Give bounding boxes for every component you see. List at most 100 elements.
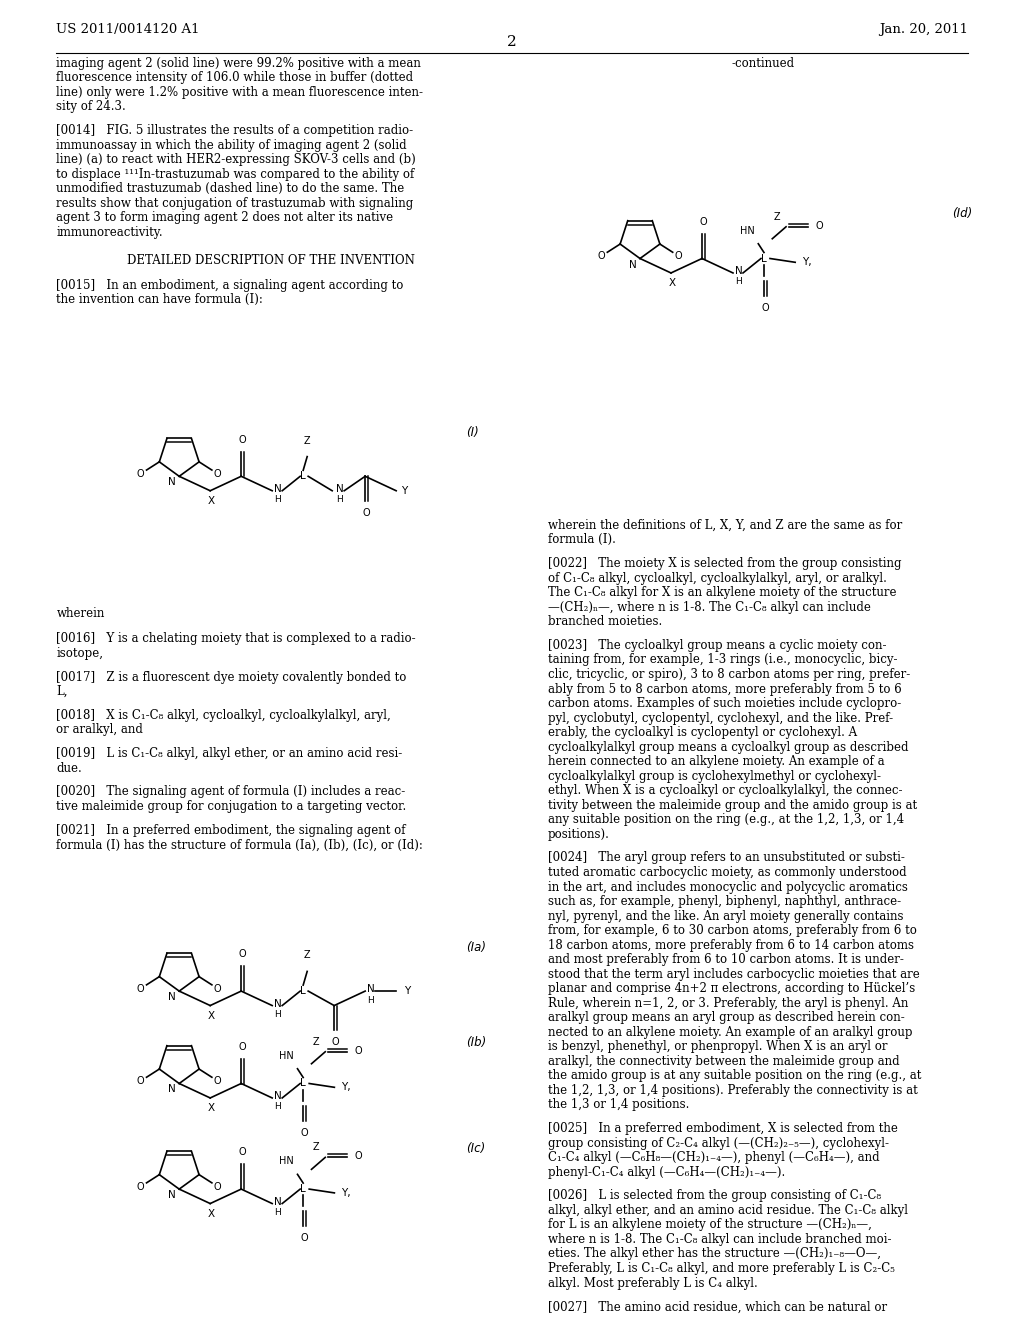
Text: X: X [208,1104,215,1113]
Text: O: O [214,1076,221,1086]
Text: isotope,: isotope, [56,647,103,660]
Text: or aralkyl, and: or aralkyl, and [56,723,143,737]
Text: O: O [815,220,822,231]
Text: HN: HN [279,1156,294,1167]
Text: [0026]   L is selected from the group consisting of C₁-C₈: [0026] L is selected from the group cons… [548,1189,881,1203]
Text: O: O [332,1038,339,1047]
Text: DETAILED DESCRIPTION OF THE INVENTION: DETAILED DESCRIPTION OF THE INVENTION [127,253,416,267]
Text: H: H [274,1010,281,1019]
Text: US 2011/0014120 A1: US 2011/0014120 A1 [56,22,200,36]
Text: fluorescence intensity of 106.0 while those in buffer (dotted: fluorescence intensity of 106.0 while th… [56,71,414,84]
Text: H: H [735,277,741,286]
Text: branched moieties.: branched moieties. [548,615,663,628]
Text: Z: Z [774,211,780,222]
Text: alkyl. Most preferably L is C₄ alkyl.: alkyl. Most preferably L is C₄ alkyl. [548,1276,758,1290]
Text: The C₁-C₈ alkyl for X is an alkylene moiety of the structure: The C₁-C₈ alkyl for X is an alkylene moi… [548,586,896,599]
Text: Z: Z [304,436,310,446]
Text: 18 carbon atoms, more preferably from 6 to 14 carbon atoms: 18 carbon atoms, more preferably from 6 … [548,939,913,952]
Text: Z: Z [304,950,310,961]
Text: N: N [169,1191,176,1200]
Text: 2: 2 [507,36,517,49]
Text: N: N [368,985,375,994]
Text: (Ic): (Ic) [466,1142,485,1155]
Text: N: N [735,265,742,276]
Text: due.: due. [56,762,82,775]
Text: Y,: Y, [802,257,812,268]
Text: [0019]   L is C₁-C₈ alkyl, alkyl ether, or an amino acid resi-: [0019] L is C₁-C₈ alkyl, alkyl ether, or… [56,747,402,760]
Text: L: L [300,1078,306,1089]
Text: any suitable position on the ring (e.g., at the 1,2, 1,3, or 1,4: any suitable position on the ring (e.g.,… [548,813,904,826]
Text: [0018]   X is C₁-C₈ alkyl, cycloalkyl, cycloalkylalkyl, aryl,: [0018] X is C₁-C₈ alkyl, cycloalkyl, cyc… [56,709,391,722]
Text: stood that the term aryl includes carbocyclic moieties that are: stood that the term aryl includes carboc… [548,968,920,981]
Text: O: O [214,983,221,994]
Text: H: H [336,495,343,504]
Text: O: O [214,469,221,479]
Text: [0025]   In a preferred embodiment, X is selected from the: [0025] In a preferred embodiment, X is s… [548,1122,898,1135]
Text: N: N [169,1085,176,1094]
Text: eties. The alkyl ether has the structure —(CH₂)₁₋₈—O—,: eties. The alkyl ether has the structure… [548,1247,881,1261]
Text: pyl, cyclobutyl, cyclopentyl, cyclohexyl, and the like. Pref-: pyl, cyclobutyl, cyclopentyl, cyclohexyl… [548,711,893,725]
Text: C₁-C₄ alkyl (—C₆H₈—(CH₂)₁₋₄—), phenyl (—C₆H₄—), and: C₁-C₄ alkyl (—C₆H₈—(CH₂)₁₋₄—), phenyl (—… [548,1151,880,1164]
Text: line) only were 1.2% positive with a mean fluorescence inten-: line) only were 1.2% positive with a mea… [56,86,423,99]
Text: nected to an alkylene moiety. An example of an aralkyl group: nected to an alkylene moiety. An example… [548,1026,912,1039]
Text: Y,: Y, [341,1082,351,1093]
Text: in the art, and includes monocyclic and polycyclic aromatics: in the art, and includes monocyclic and … [548,880,907,894]
Text: the 1,2, 1,3, or 1,4 positions). Preferably the connectivity is at: the 1,2, 1,3, or 1,4 positions). Prefera… [548,1084,918,1097]
Text: erably, the cycloalkyl is cyclopentyl or cyclohexyl. A: erably, the cycloalkyl is cyclopentyl or… [548,726,857,739]
Text: ethyl. When X is a cycloalkyl or cycloalkylalkyl, the connec-: ethyl. When X is a cycloalkyl or cycloal… [548,784,902,797]
Text: wherein the definitions of L, X, Y, and Z are the same as for: wherein the definitions of L, X, Y, and … [548,519,902,532]
Text: Z: Z [313,1036,319,1047]
Text: is benzyl, phenethyl, or phenpropyl. When X is an aryl or: is benzyl, phenethyl, or phenpropyl. Whe… [548,1040,888,1053]
Text: [0015]   In an embodiment, a signaling agent according to: [0015] In an embodiment, a signaling age… [56,279,403,292]
Text: immunoassay in which the ability of imaging agent 2 (solid: immunoassay in which the ability of imag… [56,139,407,152]
Text: N: N [630,260,637,269]
Text: O: O [214,1181,221,1192]
Text: L,: L, [56,685,68,698]
Text: O: O [239,949,246,960]
Text: wherein: wherein [56,607,104,620]
Text: [0016]   Y is a chelating moiety that is complexed to a radio-: [0016] Y is a chelating moiety that is c… [56,632,416,645]
Text: [0022]   The moiety X is selected from the group consisting: [0022] The moiety X is selected from the… [548,557,901,570]
Text: Z: Z [313,1142,319,1152]
Text: X: X [208,1209,215,1218]
Text: agent 3 to form imaging agent 2 does not alter its native: agent 3 to form imaging agent 2 does not… [56,211,393,224]
Text: such as, for example, phenyl, biphenyl, naphthyl, anthrace-: such as, for example, phenyl, biphenyl, … [548,895,901,908]
Text: O: O [598,251,605,261]
Text: planar and comprise 4n+2 π electrons, according to Hückel’s: planar and comprise 4n+2 π electrons, ac… [548,982,915,995]
Text: O: O [300,1233,308,1243]
Text: O: O [239,1147,246,1158]
Text: -continued: -continued [731,57,795,70]
Text: L: L [300,471,306,482]
Text: of C₁-C₈ alkyl, cycloalkyl, cycloalkylalkyl, aryl, or aralkyl.: of C₁-C₈ alkyl, cycloalkyl, cycloalkylal… [548,572,887,585]
Text: Rule, wherein n=1, 2, or 3. Preferably, the aryl is phenyl. An: Rule, wherein n=1, 2, or 3. Preferably, … [548,997,908,1010]
Text: O: O [137,1181,144,1192]
Text: unmodified trastuzumab (dashed line) to do the same. The: unmodified trastuzumab (dashed line) to … [56,182,404,195]
Text: H: H [274,1208,281,1217]
Text: O: O [675,251,682,261]
Text: for L is an alkylene moiety of the structure —(CH₂)ₙ—,: for L is an alkylene moiety of the struc… [548,1218,871,1232]
Text: the amido group is at any suitable position on the ring (e.g., at: the amido group is at any suitable posit… [548,1069,922,1082]
Text: herein connected to an alkylene moiety. An example of a: herein connected to an alkylene moiety. … [548,755,885,768]
Text: O: O [137,469,144,479]
Text: [0014]   FIG. 5 illustrates the results of a competition radio-: [0014] FIG. 5 illustrates the results of… [56,124,414,137]
Text: taining from, for example, 1-3 rings (i.e., monocyclic, bicy-: taining from, for example, 1-3 rings (i.… [548,653,897,667]
Text: aralkyl, the connectivity between the maleimide group and: aralkyl, the connectivity between the ma… [548,1055,899,1068]
Text: [0023]   The cycloalkyl group means a cyclic moiety con-: [0023] The cycloalkyl group means a cycl… [548,639,887,652]
Text: N: N [274,998,282,1008]
Text: cycloalkylalkyl group means a cycloalkyl group as described: cycloalkylalkyl group means a cycloalkyl… [548,741,908,754]
Text: nyl, pyrenyl, and the like. An aryl moiety generally contains: nyl, pyrenyl, and the like. An aryl moie… [548,909,903,923]
Text: tivity between the maleimide group and the amido group is at: tivity between the maleimide group and t… [548,799,916,812]
Text: HN: HN [739,226,755,236]
Text: O: O [137,983,144,994]
Text: [0020]   The signaling agent of formula (I) includes a reac-: [0020] The signaling agent of formula (I… [56,785,406,799]
Text: (I): (I) [466,426,478,440]
Text: line) (a) to react with HER2-expressing SKOV-3 cells and (b): line) (a) to react with HER2-expressing … [56,153,416,166]
Text: O: O [137,1076,144,1086]
Text: [0021]   In a preferred embodiment, the signaling agent of: [0021] In a preferred embodiment, the si… [56,824,406,837]
Text: L: L [761,253,767,264]
Text: where n is 1-8. The C₁-C₈ alkyl can include branched moi-: where n is 1-8. The C₁-C₈ alkyl can incl… [548,1233,891,1246]
Text: [0017]   Z is a fluorescent dye moiety covalently bonded to: [0017] Z is a fluorescent dye moiety cov… [56,671,407,684]
Text: O: O [699,216,707,227]
Text: N: N [274,1090,282,1101]
Text: L: L [300,1184,306,1195]
